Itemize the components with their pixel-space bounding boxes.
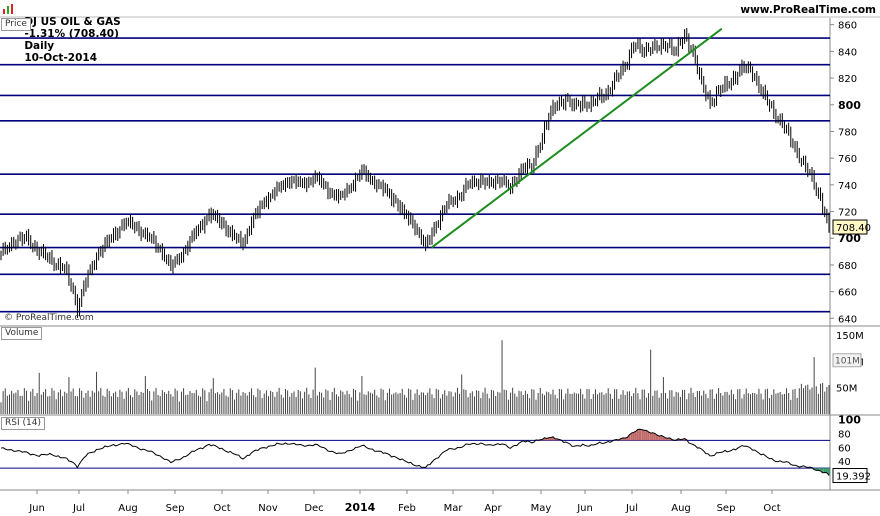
last-price-label: 708.40 (836, 223, 871, 234)
x-tick-label: May (531, 503, 552, 514)
price-tick-label: 840 (838, 47, 857, 58)
x-tick-label: Aug (671, 503, 691, 514)
rsi-tick-label: 100 (838, 413, 861, 426)
period-label: Daily (24, 40, 55, 52)
instrument-name: DJ US OIL & GAS (24, 16, 121, 28)
last-volume-box (832, 353, 862, 368)
chart-date: 10-Oct-2014 (24, 52, 98, 64)
bar-chart-icon (3, 4, 13, 14)
last-rsi-box (832, 468, 868, 484)
x-tick-label: Aug (118, 503, 138, 514)
x-tick-label: Feb (398, 503, 416, 514)
rsi-tick-label: 80 (838, 429, 851, 440)
x-tick-label: Jul (625, 503, 638, 514)
price-tick-label: 800 (838, 99, 861, 112)
rsi-pane-label[interactable]: RSI (14) (1, 417, 45, 430)
x-tick-label: 2014 (345, 501, 376, 514)
x-tick-label: Jun (28, 503, 45, 514)
watermark: © ProRealTime.com (4, 313, 94, 323)
x-tick-label: Apr (484, 503, 502, 514)
x-tick-label: Jul (72, 503, 85, 514)
last-rsi-label: 19.392 (836, 472, 871, 483)
price-tick-label: 740 (838, 181, 857, 192)
price-tick-label: 720 (838, 208, 857, 219)
x-tick-label: Mar (444, 503, 464, 514)
volume-tick-label: 150M (836, 331, 864, 342)
price-tick-label: 700 (838, 232, 861, 245)
rsi-oversold-fill (813, 468, 830, 476)
price-tick-label: 640 (838, 314, 857, 325)
price-tick-label: 860 (838, 21, 857, 32)
rsi-tick-label: 60 (838, 443, 851, 454)
x-tick-label: Oct (213, 503, 230, 514)
rsi-line (0, 428, 830, 476)
last-volume-label: 101M (835, 357, 860, 367)
price-tick-label: 680 (838, 261, 857, 272)
x-tick-label: Oct (763, 503, 780, 514)
price-tick-label: 660 (838, 288, 857, 299)
site-url[interactable]: www.ProRealTime.com (740, 4, 876, 16)
volume-tick-label: 50M (836, 384, 857, 395)
x-tick-label: Dec (304, 503, 323, 514)
rsi-tick-label: 40 (838, 457, 851, 468)
price-tick-label: 820 (838, 74, 857, 85)
header-title: DJ US OIL & GAS -1.31% (708.40) Daily 10… (17, 4, 121, 64)
price-tick-label: 760 (838, 154, 857, 165)
trend-line (431, 27, 723, 249)
price-tick-label: 780 (838, 127, 857, 138)
rsi-overbought-fill (535, 429, 688, 441)
x-tick-label: Sep (166, 503, 185, 514)
x-tick-label: Jun (576, 503, 593, 514)
price-change: -1.31% (708.40) (24, 28, 119, 40)
volume-pane-label[interactable]: Volume (1, 327, 43, 340)
price-pane-label[interactable]: Price (1, 18, 31, 31)
x-tick-label: Sep (717, 503, 736, 514)
x-tick-label: Nov (258, 503, 278, 514)
last-price-box (832, 219, 868, 235)
